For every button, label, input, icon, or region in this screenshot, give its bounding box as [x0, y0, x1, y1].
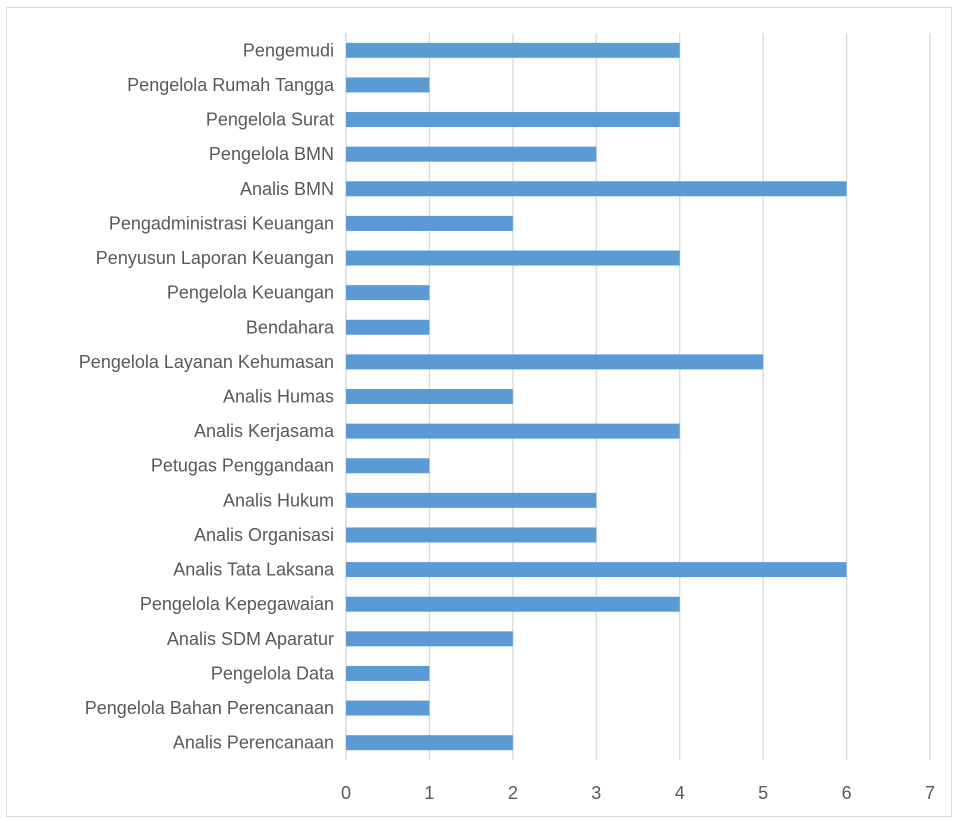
bar [346, 250, 680, 266]
chart-frame [6, 7, 952, 817]
x-tick-label: 0 [341, 783, 351, 803]
x-tick-label: 4 [675, 783, 685, 803]
bar [346, 354, 764, 370]
bar [346, 215, 513, 231]
category-label: Analis SDM Aparatur [167, 629, 334, 649]
category-label: Analis Organisasi [194, 525, 334, 545]
category-label: Bendahara [246, 317, 335, 337]
bar [346, 285, 430, 301]
bar [346, 42, 680, 58]
category-label: Pengelola Kepegawaian [140, 594, 334, 614]
category-label: Analis Kerjasama [194, 421, 335, 441]
category-label: Penyusun Laporan Keuangan [96, 248, 334, 268]
bar [346, 492, 597, 508]
bar [346, 389, 513, 404]
x-tick-label: 7 [925, 783, 935, 803]
bar [346, 631, 513, 647]
category-label: Pengelola Keuangan [167, 283, 334, 303]
category-label: Pengelola Surat [206, 110, 334, 130]
category-labels: Pengemudi Pengelola Rumah Tangga Pengelola… [79, 40, 335, 752]
x-tick-label: 2 [508, 783, 518, 803]
category-label: Analis Perencanaan [173, 733, 334, 753]
x-tick-label: 6 [842, 783, 852, 803]
bar [346, 181, 847, 197]
category-label: Pengelola Data [211, 663, 335, 683]
category-label: Pengadministrasi Keuangan [109, 213, 334, 233]
category-label: Pengelola BMN [209, 144, 334, 164]
bar [346, 527, 597, 543]
bar [346, 146, 597, 162]
category-label: Pengelola Rumah Tangga [127, 75, 335, 95]
bar [346, 596, 680, 612]
category-label: Analis BMN [240, 179, 334, 199]
category-label: Pengemudi [243, 40, 334, 60]
bar [346, 458, 430, 474]
bars [346, 42, 847, 751]
category-label: Analis Hukum [223, 490, 334, 510]
bar [346, 423, 680, 439]
category-label: Pengelola Bahan Perencanaan [85, 698, 334, 718]
bar [346, 319, 430, 335]
x-axis-tick-labels: 0 1 2 3 4 5 6 7 [341, 783, 935, 803]
bar [346, 665, 430, 681]
bar [346, 700, 430, 716]
x-tick-label: 3 [591, 783, 601, 803]
bar [346, 735, 513, 751]
category-label: Analis Humas [223, 387, 334, 407]
category-label: Petugas Penggandaan [151, 456, 334, 476]
category-label: Analis Tata Laksana [173, 560, 335, 580]
category-label: Pengelola Layanan Kehumasan [79, 352, 334, 372]
bar [346, 562, 847, 578]
x-tick-label: 5 [758, 783, 768, 803]
bar [346, 77, 430, 93]
bar [346, 112, 680, 128]
x-tick-label: 1 [424, 783, 434, 803]
